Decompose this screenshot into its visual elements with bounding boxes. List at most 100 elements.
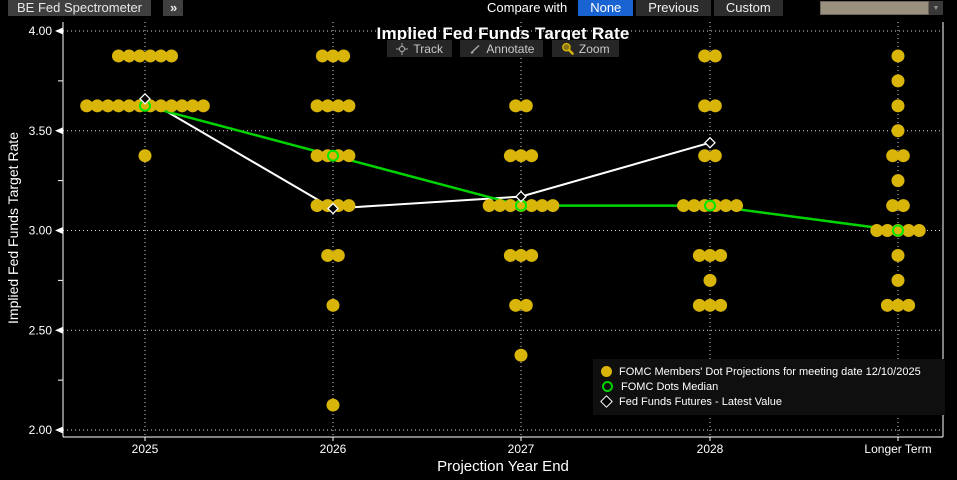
x-tick-label: 2026 xyxy=(320,442,347,456)
fomc-dot xyxy=(891,49,905,63)
compare-with-label: Compare with xyxy=(487,0,568,15)
fomc-dot xyxy=(342,149,356,163)
fomc-dot xyxy=(186,99,200,113)
legend-label-futures: Fed Funds Futures - Latest Value xyxy=(619,395,783,408)
median-marker xyxy=(704,199,716,212)
annotate-label: Annotate xyxy=(486,41,535,56)
futures-marker xyxy=(515,190,527,203)
fomc-dot xyxy=(525,149,539,163)
compare-none-button[interactable]: None xyxy=(578,0,634,16)
y-tick-label: 2.00 xyxy=(29,423,53,437)
fomc-dot xyxy=(677,199,690,213)
fomc-dot xyxy=(902,224,916,237)
fomc-dot xyxy=(342,199,356,213)
fomc-dot xyxy=(122,49,136,63)
y-tick-arrow-icon xyxy=(55,27,63,35)
fomc-dot xyxy=(165,99,178,113)
fomc-dot xyxy=(112,99,125,113)
y-tick-arrow-icon xyxy=(55,227,63,234)
x-tick-label: Longer Term xyxy=(864,442,931,456)
fomc-dot xyxy=(519,99,533,113)
fomc-dot xyxy=(687,199,701,213)
track-label: Track xyxy=(413,41,443,56)
fomc-dot xyxy=(891,99,905,113)
fomc-dot xyxy=(708,149,722,163)
fomc-dot xyxy=(891,248,905,262)
fomc-dot xyxy=(503,199,517,213)
y-tick-arrow-icon xyxy=(55,127,63,135)
chart-title: Implied Fed Funds Target Rate xyxy=(376,24,630,43)
y-tick-arrow-icon xyxy=(55,326,63,334)
median-marker xyxy=(327,149,339,162)
fomc-dot xyxy=(331,248,345,262)
compare-with-group: Compare with None Previous Custom xyxy=(487,0,783,16)
fomc-dot xyxy=(310,99,324,113)
fomc-dot xyxy=(870,224,884,237)
fomc-dot xyxy=(315,49,329,63)
annotate-button[interactable]: Annotate xyxy=(460,40,544,57)
fomc-dot xyxy=(326,298,340,312)
chevron-down-icon[interactable]: ▼ xyxy=(929,1,943,15)
fomc-dot xyxy=(692,298,706,312)
legend-label-dots: FOMC Members' Dot Projections for meetin… xyxy=(619,365,921,378)
expand-chevron-icon[interactable]: » xyxy=(163,0,184,16)
fomc-dot xyxy=(514,149,528,163)
x-tick-label: 2027 xyxy=(508,442,535,456)
fomc-dot xyxy=(331,99,345,113)
fomc-dot xyxy=(719,199,733,213)
fomc-dot xyxy=(514,348,528,362)
median-marker xyxy=(892,224,904,237)
fomc-dot xyxy=(321,248,335,262)
futures-marker xyxy=(704,136,716,149)
fomc-dot xyxy=(708,49,722,63)
fomc-dot xyxy=(138,149,152,163)
app-title-tab[interactable]: BE Fed Spectrometer xyxy=(8,0,151,16)
fomc-dot xyxy=(493,199,507,213)
fomc-dot xyxy=(90,99,104,113)
fomc-dot xyxy=(101,99,115,113)
x-tick-label: 2028 xyxy=(697,442,724,456)
fomc-dot xyxy=(546,199,560,213)
fomc-dot xyxy=(514,248,528,262)
fomc-dot xyxy=(703,298,717,312)
compare-previous-button[interactable]: Previous xyxy=(636,0,711,16)
yellow-dot-icon xyxy=(601,366,612,377)
fomc-dot xyxy=(503,149,517,163)
fomc-dot xyxy=(708,99,722,113)
fomc-dot xyxy=(880,224,894,237)
fomc-dot xyxy=(896,199,910,213)
fomc-dot xyxy=(714,298,728,312)
fomc-dot xyxy=(891,74,905,88)
fomc-dot xyxy=(175,99,189,113)
green-ring-icon xyxy=(602,381,613,392)
track-button[interactable]: Track xyxy=(387,40,452,57)
fomc-dot xyxy=(891,298,905,312)
fomc-dot xyxy=(886,199,900,213)
fomc-dot xyxy=(165,49,178,63)
fomc-dot xyxy=(698,149,712,163)
dropdown-value-field[interactable] xyxy=(820,1,929,15)
fomc-dot xyxy=(337,49,351,63)
legend-label-median: FOMC Dots Median xyxy=(621,380,719,393)
legend-item-dots: FOMC Members' Dot Projections for meetin… xyxy=(601,364,937,379)
fomc-dot xyxy=(196,99,210,113)
white-diamond-icon xyxy=(600,395,613,408)
x-axis-title: Projection Year End xyxy=(437,458,569,475)
zoom-button[interactable]: Zoom xyxy=(551,40,619,57)
x-tick-label: 2025 xyxy=(132,442,159,456)
fomc-dot xyxy=(698,49,712,63)
fomc-dot xyxy=(509,298,523,312)
fomc-dot xyxy=(80,99,94,113)
fomc-dot xyxy=(519,298,533,312)
pencil-icon xyxy=(470,44,480,54)
security-dropdown[interactable]: ▼ xyxy=(820,1,943,15)
y-tick-label: 3.50 xyxy=(29,124,53,138)
fomc-dot xyxy=(730,199,743,213)
fomc-dot xyxy=(326,398,340,412)
fomc-dot xyxy=(342,99,356,113)
fomc-dot xyxy=(891,174,905,188)
compare-custom-button[interactable]: Custom xyxy=(713,0,783,16)
fomc-dot xyxy=(503,248,517,262)
chart-toolbar: Track Annotate Zoom xyxy=(63,40,943,58)
